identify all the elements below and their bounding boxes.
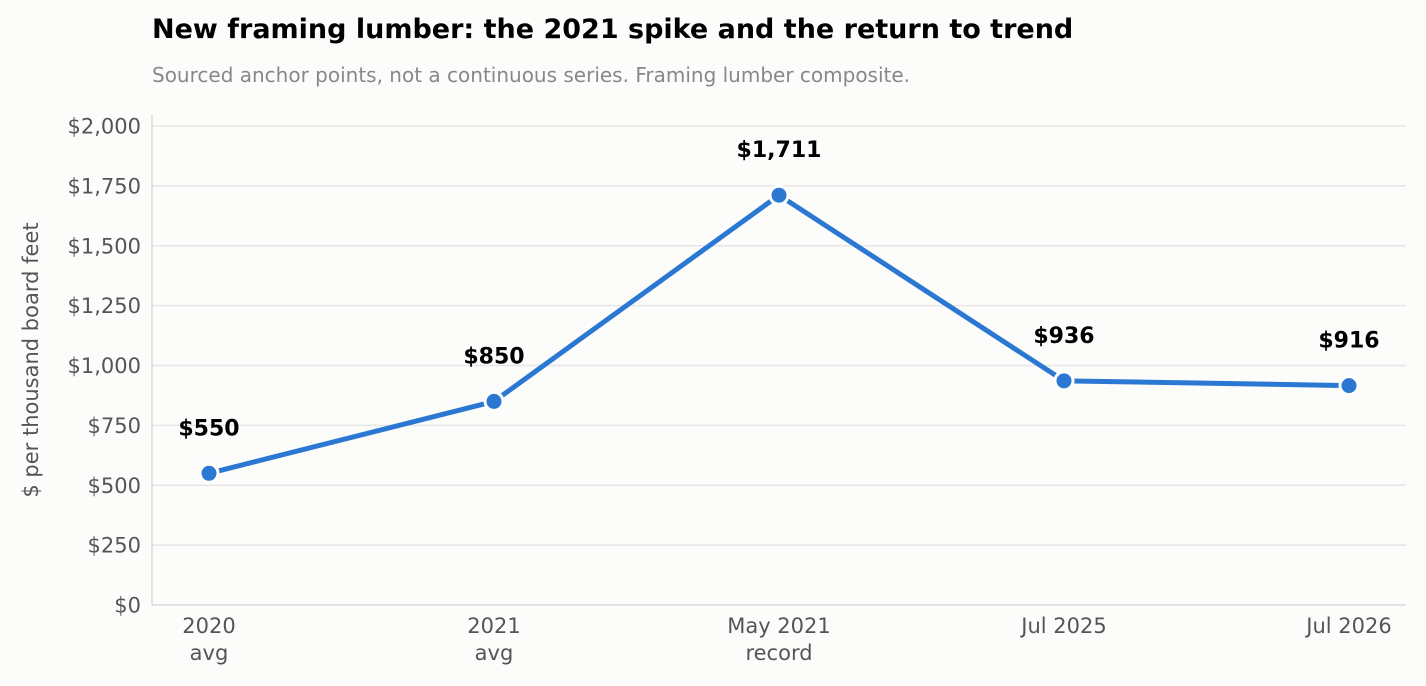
- y-tick-label: $1,500: [68, 234, 141, 258]
- y-tick-label: $2,000: [68, 115, 141, 139]
- data-point: [483, 390, 505, 412]
- data-point: [1338, 375, 1360, 397]
- x-tick-label: May 2021 record: [727, 614, 831, 665]
- x-tick-label: 2020 avg: [182, 614, 235, 665]
- x-tick-label: 2021 avg: [467, 614, 520, 665]
- chart-title: New framing lumber: the 2021 spike and t…: [152, 14, 1074, 45]
- y-tick-label: $0: [114, 594, 141, 618]
- y-tick-label: $500: [88, 474, 141, 498]
- y-tick-label: $250: [88, 534, 141, 558]
- axes: [151, 114, 1406, 606]
- chart-subtitle: Sourced anchor points, not a continuous …: [152, 63, 911, 87]
- series-price: [198, 184, 1360, 484]
- data-point: [1053, 370, 1075, 392]
- data-labels: $550 $850 $1,711 $936 $916: [178, 138, 1379, 441]
- data-label: $916: [1318, 329, 1379, 354]
- y-tick-labels: $0 $250 $500 $750 $1,000 $1,250 $1,500 $1,750 $2…: [68, 115, 141, 618]
- y-tick-label: $1,750: [68, 174, 141, 198]
- data-label: $1,711: [737, 138, 822, 163]
- data-point: [198, 462, 220, 484]
- series-line: [206, 192, 1352, 476]
- x-tick-labels: 2020 avg 2021 avg May 2021 record Jul 2025 Jul …: [182, 614, 1391, 665]
- y-tick-label: $1,000: [68, 354, 141, 378]
- y-tick-label: $750: [88, 414, 141, 438]
- data-point: [768, 184, 790, 206]
- data-label: $550: [178, 416, 239, 441]
- x-tick-label: Jul 2026: [1304, 614, 1391, 638]
- x-tick-label: Jul 2025: [1019, 614, 1106, 638]
- data-label: $936: [1033, 324, 1094, 349]
- data-label: $850: [463, 344, 524, 369]
- y-tick-label: $1,250: [68, 294, 141, 318]
